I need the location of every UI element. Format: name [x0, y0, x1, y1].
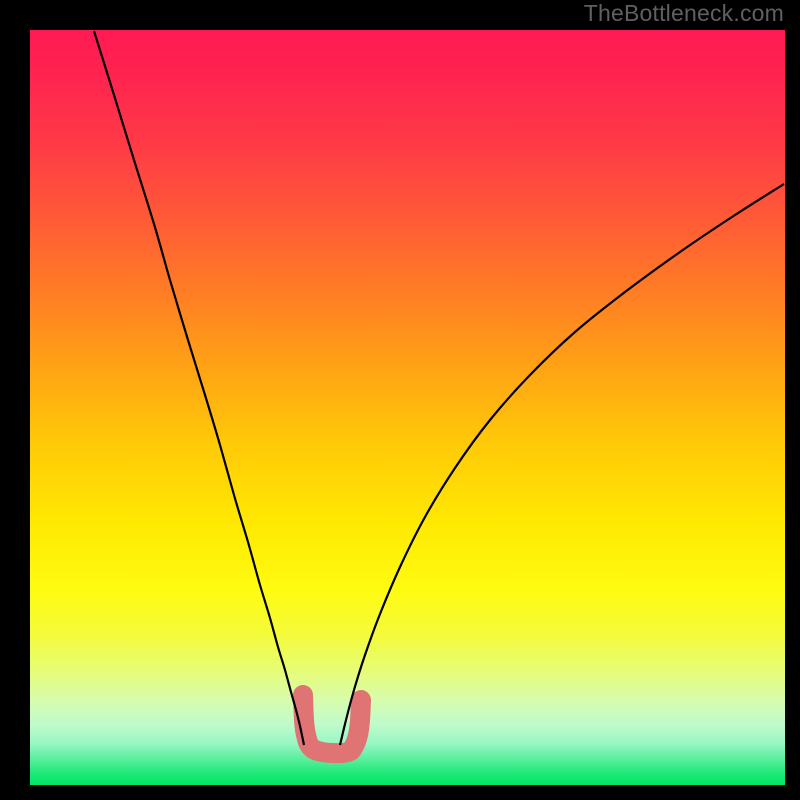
right-curve-line: [340, 184, 784, 745]
left-curve-line: [94, 31, 304, 745]
watermark-text: TheBottleneck.com: [584, 0, 784, 27]
plot-area: [30, 30, 785, 785]
curves-layer: [30, 30, 785, 785]
chart-canvas: TheBottleneck.com: [0, 0, 800, 800]
u-marker-highlight: [303, 695, 361, 753]
